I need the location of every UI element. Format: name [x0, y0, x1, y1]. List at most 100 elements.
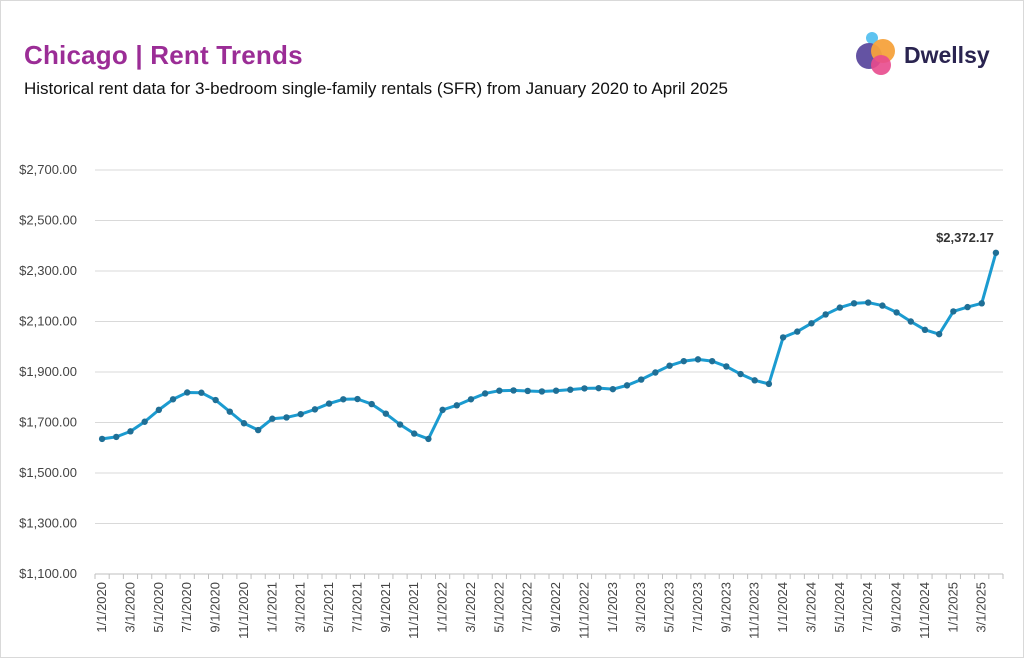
data-point — [595, 384, 602, 392]
data-point — [524, 387, 531, 395]
data-point — [354, 395, 361, 403]
data-point — [737, 370, 744, 378]
y-tick-label: $1,300.00 — [19, 516, 77, 531]
x-tick-label: 7/1/2020 — [179, 582, 194, 633]
chart-title: Chicago | Rent Trends — [24, 40, 303, 70]
data-point — [694, 356, 702, 363]
data-point — [297, 410, 304, 418]
data-point — [779, 334, 787, 341]
data-point — [609, 385, 617, 393]
data-point — [340, 396, 347, 403]
data-point — [155, 406, 163, 414]
data-point — [368, 400, 375, 408]
x-tick-label: 3/1/2022 — [463, 582, 478, 633]
data-point — [978, 300, 985, 307]
x-tick-label: 9/1/2020 — [208, 582, 223, 633]
data-label-last: $2,372.17 — [936, 230, 994, 245]
x-tick-label: 11/1/2022 — [576, 582, 591, 639]
data-point — [113, 433, 120, 441]
data-point — [254, 426, 262, 434]
x-tick-label: 5/1/2022 — [491, 582, 506, 633]
data-point — [567, 386, 574, 393]
series-line — [100, 251, 998, 441]
x-tick-label: 3/1/2025 — [974, 582, 989, 633]
data-point — [879, 302, 886, 309]
data-point — [439, 406, 446, 414]
data-point — [921, 326, 929, 334]
data-point — [496, 387, 503, 394]
x-tick-label: 5/1/2021 — [321, 582, 336, 633]
y-tick-label: $2,500.00 — [19, 213, 77, 228]
data-point — [907, 318, 914, 325]
data-point — [751, 377, 758, 384]
data-point — [453, 402, 460, 409]
x-tick-label: 1/1/2025 — [945, 582, 960, 633]
data-point — [865, 299, 872, 306]
y-tick-label: $1,500.00 — [19, 465, 77, 480]
data-point — [226, 408, 233, 415]
y-tick-label: $1,900.00 — [19, 364, 77, 379]
data-point — [765, 380, 773, 388]
data-point — [822, 311, 829, 318]
data-point — [992, 249, 1000, 256]
x-tick-label: 5/1/2024 — [832, 582, 847, 633]
x-tick-label: 5/1/2020 — [151, 582, 166, 633]
brand-name: Dwellsy — [904, 42, 990, 68]
x-axis-ticks: 1/1/2020 3/1/2020 5/1/2020 7/1/2020 9/1/2020… — [94, 582, 989, 639]
data-point — [325, 400, 333, 407]
y-tick-label: $2,700.00 — [19, 162, 77, 177]
x-tick-label: 7/1/2023 — [690, 582, 705, 633]
x-tick-label: 3/1/2021 — [293, 582, 308, 633]
data-point — [141, 418, 148, 425]
series — [98, 249, 1000, 443]
data-point — [652, 369, 659, 376]
x-tick-label: 7/1/2021 — [349, 582, 364, 633]
data-point — [723, 363, 730, 370]
data-point — [240, 420, 248, 427]
data-point — [283, 414, 290, 421]
x-tick-label: 11/1/2020 — [236, 582, 251, 639]
gridlines — [95, 169, 1003, 524]
data-point — [850, 300, 858, 307]
data-point — [396, 421, 404, 428]
x-tick-label: 1/1/2022 — [435, 582, 450, 633]
data-point — [212, 396, 219, 404]
data-point — [184, 389, 191, 396]
data-point — [581, 385, 588, 392]
data-point — [311, 406, 319, 413]
data-point — [666, 362, 673, 369]
chart-subtitle: Historical rent data for 3-bedroom singl… — [24, 79, 728, 98]
data-point — [708, 357, 716, 365]
x-tick-label: 5/1/2023 — [662, 582, 677, 633]
x-tick-label: 9/1/2021 — [378, 582, 393, 633]
data-point — [127, 428, 134, 435]
x-tick-label: 1/1/2024 — [775, 582, 790, 633]
x-tick-label: 7/1/2024 — [860, 582, 875, 633]
x-axis — [94, 573, 1004, 579]
x-tick-label: 9/1/2024 — [889, 582, 904, 633]
data-point — [893, 309, 900, 316]
annotations: $2,372.17 — [936, 230, 994, 245]
data-point — [198, 389, 205, 396]
y-tick-label: $2,300.00 — [19, 263, 77, 278]
data-point — [680, 357, 687, 365]
data-point — [950, 308, 957, 315]
x-tick-label: 9/1/2022 — [548, 582, 563, 633]
x-tick-label: 11/1/2023 — [747, 582, 762, 639]
data-point — [169, 396, 177, 403]
x-tick-label: 1/1/2023 — [605, 582, 620, 633]
data-point — [269, 415, 276, 422]
data-point — [467, 396, 475, 403]
data-point — [808, 320, 815, 327]
data-point — [510, 387, 517, 394]
dwellsy-logo-icon — [856, 32, 895, 75]
y-tick-label: $2,100.00 — [19, 314, 77, 329]
data-point — [98, 435, 106, 443]
data-point — [794, 328, 801, 335]
data-point — [836, 304, 844, 311]
data-point — [538, 388, 546, 395]
x-tick-label: 7/1/2022 — [520, 582, 535, 633]
data-point — [425, 435, 432, 443]
